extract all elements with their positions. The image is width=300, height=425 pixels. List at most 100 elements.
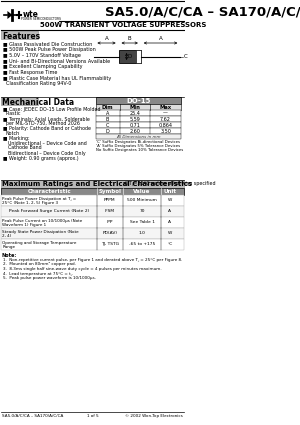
Text: C: C [106,122,109,128]
Text: W: W [168,198,172,201]
Text: IPP: IPP [107,219,113,224]
Text: ■ Plastic Case Material has UL Flammability: ■ Plastic Case Material has UL Flammabil… [3,76,111,81]
Text: D: D [128,54,132,59]
Text: ■ Fast Response Time: ■ Fast Response Time [3,70,58,75]
Text: ■ 5.0V – 170V Standoff Voltage: ■ 5.0V – 170V Standoff Voltage [3,53,81,58]
Text: Value: Value [133,189,151,194]
Text: Unidirectional – Device Code and: Unidirectional – Device Code and [8,141,87,146]
Text: -65 to +175: -65 to +175 [129,241,155,246]
Bar [96,110,181,116]
Text: No Suffix Designates 10% Tolerance Devices: No Suffix Designates 10% Tolerance Devic… [96,148,183,152]
Text: See Table 1: See Table 1 [130,219,154,224]
Text: 3.50: 3.50 [160,128,171,133]
Bar [136,50,141,63]
Bar [1,97,38,105]
Text: 5.59: 5.59 [130,116,140,122]
Bar [1,195,184,206]
Bar [96,134,181,139]
Text: ■ Weight: 0.90 grams (approx.): ■ Weight: 0.90 grams (approx.) [3,156,79,161]
Text: 500W TRANSIENT VOLTAGE SUPPRESSORS: 500W TRANSIENT VOLTAGE SUPPRESSORS [40,22,207,28]
Bar [1,188,184,195]
Bar [1,228,184,239]
Text: —: — [163,110,168,116]
Text: 1 of 5: 1 of 5 [87,414,98,418]
Text: SA5.0/A/C/CA – SA170/A/C/CA: SA5.0/A/C/CA – SA170/A/C/CA [2,414,64,418]
Text: PD(AV): PD(AV) [102,230,117,235]
Text: ■ Uni- and Bi-Directional Versions Available: ■ Uni- and Bi-Directional Versions Avail… [3,58,110,63]
Bar [1,31,38,39]
Text: C: C [183,54,187,59]
Text: Max: Max [160,105,172,110]
Text: 5.  Peak pulse power waveform is 10/1000μs.: 5. Peak pulse power waveform is 10/1000μ… [3,276,96,280]
Text: D: D [106,128,110,133]
Text: per MIL-STD-750, Method 2026: per MIL-STD-750, Method 2026 [6,121,80,126]
Text: @T⁁=25°C unless otherwise specified: @T⁁=25°C unless otherwise specified [124,181,215,186]
Text: Waveform 1) Figure 1: Waveform 1) Figure 1 [2,223,46,227]
Text: 0.864: 0.864 [159,122,172,128]
Text: 500 Minimum: 500 Minimum [127,198,157,201]
Text: ■ 500W Peak Pulse Power Dissipation: ■ 500W Peak Pulse Power Dissipation [3,47,96,52]
Text: ■ Terminals: Axial Leads, Solderable: ■ Terminals: Axial Leads, Solderable [3,116,90,122]
Text: Maximum Ratings and Electrical Characteristics: Maximum Ratings and Electrical Character… [2,181,193,187]
Text: Mechanical Data: Mechanical Data [2,98,75,107]
Text: Cathode Band: Cathode Band [8,145,42,150]
Text: IFSM: IFSM [105,209,115,212]
Text: 'C' Suffix Designates Bi-directional Devices: 'C' Suffix Designates Bi-directional Dev… [96,140,180,144]
Bar [96,128,181,134]
Text: A: A [168,209,171,212]
Text: B: B [106,116,109,122]
Bar [1,180,184,188]
Text: Range: Range [2,244,16,249]
Text: 4.  Lead temperature at 75°C = t⁁.: 4. Lead temperature at 75°C = t⁁. [3,272,73,275]
Text: 'A' Suffix Designates 5% Tolerance Devices: 'A' Suffix Designates 5% Tolerance Devic… [96,144,180,148]
Text: POWER SEMICONDUCTORS: POWER SEMICONDUCTORS [21,17,61,21]
Text: TJ, TSTG: TJ, TSTG [101,241,119,246]
Text: °C: °C [167,241,172,246]
Text: Steady State Power Dissipation (Note: Steady State Power Dissipation (Note [2,230,79,233]
Text: 2.  Mounted on 80mm² copper pad.: 2. Mounted on 80mm² copper pad. [3,263,76,266]
Text: All Dimensions in mm: All Dimensions in mm [116,134,160,139]
Text: Characteristic: Characteristic [27,189,71,194]
Text: Operating and Storage Temperature: Operating and Storage Temperature [2,241,77,244]
Bar [1,206,184,217]
Text: B: B [128,36,131,41]
Bar [96,122,181,128]
Text: ■ Excellent Clamping Capability: ■ Excellent Clamping Capability [3,64,82,69]
Text: A: A [105,36,108,41]
Text: 25.4: 25.4 [130,110,140,116]
Text: ■ Polarity: Cathode Band or Cathode: ■ Polarity: Cathode Band or Cathode [3,126,91,131]
Bar [1,217,184,228]
Text: Bidirectional – Device Code Only: Bidirectional – Device Code Only [8,150,86,156]
Text: 2, 4): 2, 4) [2,233,12,238]
Text: Notch: Notch [6,130,20,136]
Text: Plastic: Plastic [6,111,21,116]
Text: 3.  8.3ms single half sine-wave duty cycle = 4 pulses per minutes maximum.: 3. 8.3ms single half sine-wave duty cycl… [3,267,162,271]
Text: ■ Marking:: ■ Marking: [3,136,30,141]
Text: 2.60: 2.60 [130,128,140,133]
Text: SA5.0/A/C/CA – SA170/A/C/CA: SA5.0/A/C/CA – SA170/A/C/CA [105,5,300,18]
Text: ■ Case: JEDEC DO-15 Low Profile Molded: ■ Case: JEDEC DO-15 Low Profile Molded [3,107,100,112]
Text: 1.  Non-repetitive current pulse, per Figure 1 and derated above T⁁ = 25°C per F: 1. Non-repetitive current pulse, per Fig… [3,258,182,262]
Text: Features: Features [2,32,40,41]
Text: Min: Min [130,105,140,110]
Text: DO-15: DO-15 [126,98,151,104]
Text: A: A [168,219,171,224]
Text: Dim: Dim [102,105,113,110]
Text: Unit: Unit [163,189,176,194]
Text: © 2002 Won-Top Electronics: © 2002 Won-Top Electronics [125,414,183,418]
Text: 7.62: 7.62 [160,116,171,122]
Text: W: W [168,230,172,235]
Text: 1.0: 1.0 [139,230,145,235]
Bar [118,50,141,63]
Text: Classification Rating 94V-0: Classification Rating 94V-0 [6,81,71,85]
Bar [1,239,184,250]
Text: Peak Forward Surge Current (Note 2): Peak Forward Surge Current (Note 2) [9,209,89,212]
Polygon shape [8,11,12,19]
Bar [96,116,181,122]
Text: Peak Pulse Power Dissipation at T⁁ =: Peak Pulse Power Dissipation at T⁁ = [2,196,77,201]
Text: wte: wte [23,10,39,19]
Text: A: A [106,110,109,116]
Text: 70: 70 [139,209,145,212]
Text: ■ Glass Passivated Die Construction: ■ Glass Passivated Die Construction [3,41,92,46]
Text: A: A [159,36,162,41]
